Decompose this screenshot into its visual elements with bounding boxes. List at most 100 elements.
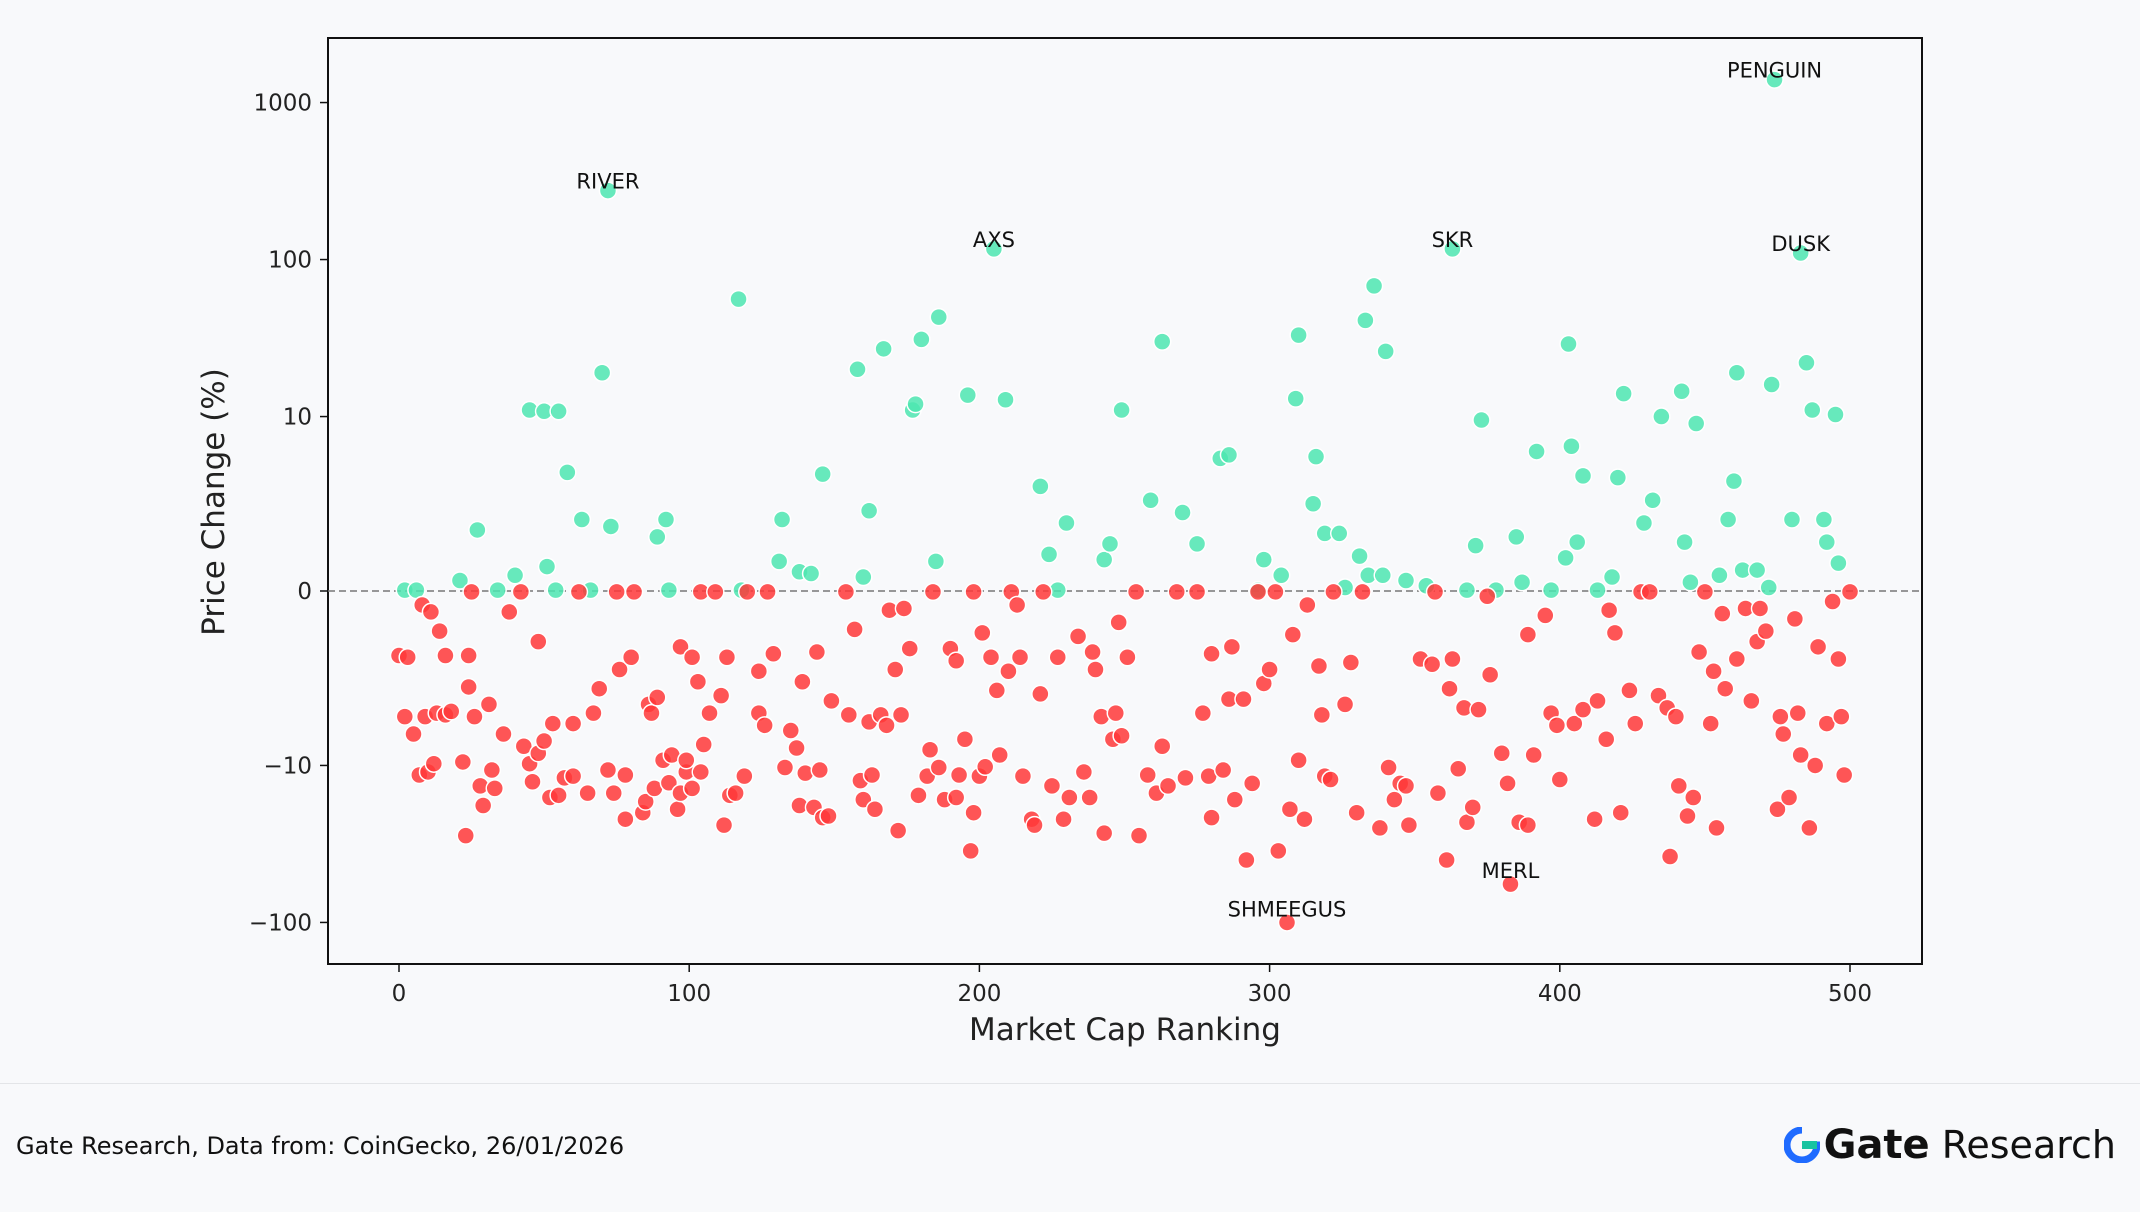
- gainer-point: [1710, 566, 1729, 585]
- gainer-point: [1602, 567, 1622, 587]
- loser-point: [677, 750, 696, 770]
- loser-point: [1518, 625, 1538, 644]
- loser-point: [424, 754, 444, 773]
- loser-point: [1715, 679, 1735, 698]
- loser-point: [1083, 642, 1102, 662]
- loser-point: [946, 651, 966, 671]
- loser-point: [1118, 648, 1137, 667]
- loser-point: [1547, 716, 1567, 735]
- loser-point: [456, 826, 475, 845]
- gainer-point: [648, 527, 667, 547]
- loser-point: [706, 582, 725, 602]
- loser-point: [845, 620, 864, 639]
- loser-point: [1428, 783, 1448, 803]
- y-axis-label: Price Change (%): [196, 368, 232, 636]
- logo-suffix: Research: [1941, 1123, 2116, 1167]
- loser-point: [1425, 582, 1445, 602]
- loser-point: [1808, 637, 1828, 657]
- loser-point: [1469, 700, 1488, 719]
- loser-point: [659, 773, 679, 793]
- gainer-point: [505, 566, 525, 585]
- loser-point: [787, 738, 806, 758]
- gainer-point: [1681, 573, 1700, 592]
- loser-point: [549, 786, 568, 805]
- loser-point: [1689, 642, 1709, 662]
- gainer-point: [549, 402, 568, 421]
- loser-point: [1480, 665, 1500, 684]
- loser-point: [511, 582, 531, 602]
- gainer-point: [1152, 332, 1172, 351]
- loser-point: [621, 648, 641, 667]
- loser-point: [1167, 582, 1186, 602]
- loser-point: [534, 731, 554, 751]
- loser-point: [1788, 703, 1808, 723]
- loser-point: [1222, 637, 1242, 657]
- gainer-point: [1765, 70, 1784, 89]
- loser-point: [990, 745, 1009, 765]
- gainer-point: [1187, 534, 1207, 554]
- loser-point: [1025, 815, 1044, 835]
- loser-point: [1498, 774, 1517, 793]
- gainer-point: [1759, 578, 1778, 597]
- x-tick-label: 400: [1538, 981, 1582, 1007]
- loser-point: [671, 637, 690, 657]
- loser-point: [1138, 765, 1157, 785]
- loser-point: [604, 783, 623, 803]
- annotation-label: RIVER: [576, 170, 639, 194]
- gainer-point: [1675, 532, 1694, 552]
- loser-point: [1501, 874, 1520, 894]
- loser-point: [1565, 714, 1584, 733]
- loser-point: [1013, 766, 1033, 786]
- loser-point: [682, 779, 702, 798]
- loser-point: [1779, 788, 1799, 807]
- loser-point: [1237, 850, 1256, 870]
- x-tick-label: 100: [667, 981, 711, 1007]
- loser-point: [459, 677, 478, 697]
- loser-point: [1478, 586, 1497, 606]
- loser-point: [1800, 818, 1819, 838]
- gainer-point: [1573, 466, 1593, 486]
- loser-point: [500, 602, 519, 622]
- loser-point: [923, 582, 943, 602]
- loser-point: [1309, 656, 1329, 676]
- gainer-point: [1457, 580, 1477, 600]
- loser-point: [691, 762, 711, 782]
- gainer-point: [1588, 580, 1607, 600]
- loser-point: [1234, 689, 1253, 709]
- loser-point: [758, 582, 777, 602]
- gainer-point: [656, 510, 676, 529]
- loser-point: [1727, 649, 1747, 669]
- gainer-point: [1512, 573, 1532, 592]
- loser-point: [1492, 743, 1512, 763]
- gate-logo-icon: [1783, 1127, 1820, 1163]
- loser-point: [1437, 850, 1456, 870]
- loser-point: [589, 679, 609, 698]
- plot-area: [327, 37, 1923, 965]
- loser-point: [1242, 774, 1262, 793]
- gate-research-logo: Gate Research: [1783, 1122, 2116, 1168]
- loser-point: [1585, 809, 1604, 829]
- loser-point: [1379, 758, 1398, 777]
- annotation-label: DUSK: [1771, 232, 1831, 256]
- loser-point: [494, 724, 513, 744]
- loser-point: [949, 765, 969, 785]
- gainer-point: [729, 289, 748, 309]
- loser-point: [1524, 745, 1543, 765]
- loser-point: [479, 695, 499, 714]
- loser-point: [781, 721, 801, 740]
- gainer-point: [1724, 471, 1744, 491]
- loser-point: [1768, 799, 1787, 819]
- loser-point: [607, 582, 626, 602]
- gainer-point: [450, 571, 470, 590]
- gainer-point: [1329, 524, 1349, 543]
- loser-point: [453, 752, 473, 772]
- gainer-point: [1286, 389, 1305, 408]
- loser-point: [610, 660, 629, 679]
- loser-point: [909, 786, 928, 805]
- gainer-point: [1466, 536, 1485, 555]
- loser-point: [1074, 762, 1094, 782]
- x-axis-label: Market Cap Ranking: [969, 1012, 1281, 1048]
- loser-point: [1109, 613, 1128, 632]
- gainer-point: [906, 394, 925, 414]
